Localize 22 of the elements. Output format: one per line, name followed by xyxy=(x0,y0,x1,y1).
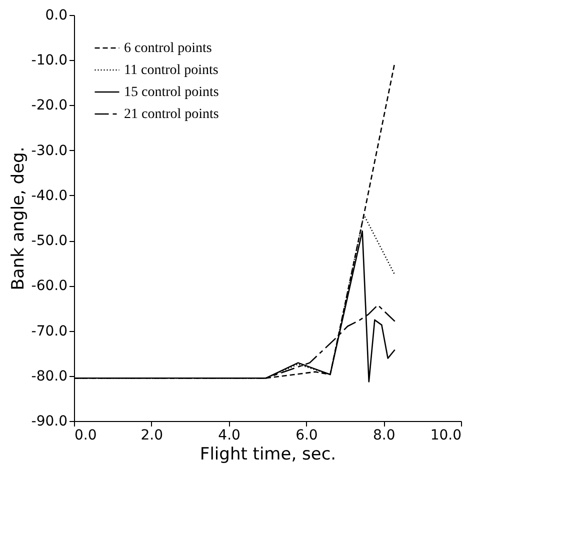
legend-label: 15 control points xyxy=(124,85,219,100)
y-tick-label: 0.0 xyxy=(45,8,68,24)
legend-label: 6 control points xyxy=(124,41,212,56)
x-tick-label: 10.0 xyxy=(430,428,462,444)
y-axis-title: Bank angle, deg. xyxy=(8,146,28,290)
x-tick-label: 2.0 xyxy=(140,428,164,444)
legend-label: 11 control points xyxy=(124,63,218,78)
x-tick-label: 0.0 xyxy=(74,428,97,444)
legend-label: 21 control points xyxy=(124,107,219,122)
y-tick-label: -50.0 xyxy=(31,233,68,250)
x-tick-label: 8.0 xyxy=(372,428,396,444)
x-tick-label: 6.0 xyxy=(296,428,318,444)
x-tick-label: 4.0 xyxy=(218,428,240,444)
y-tick-label: -30.0 xyxy=(31,142,68,159)
y-tick-label: -60.0 xyxy=(31,278,68,294)
y-tick-label: -70.0 xyxy=(31,323,68,340)
y-tick-label: -40.0 xyxy=(31,188,68,204)
y-tick-label: -10.0 xyxy=(31,52,68,69)
y-tick-label: -90.0 xyxy=(31,414,68,430)
x-axis-title: Flight time, sec. xyxy=(200,444,336,464)
y-tick-label: -80.0 xyxy=(31,368,68,384)
y-tick-label: -20.0 xyxy=(31,98,68,114)
